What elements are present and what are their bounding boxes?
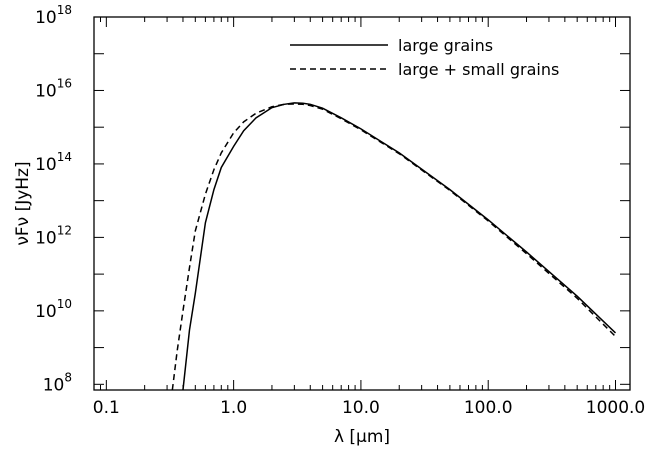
series-line-2 — [171, 103, 617, 391]
x-tick-label: 1000.0 — [586, 398, 645, 418]
x-tick-label: 10.0 — [342, 398, 380, 418]
series-line-1 — [182, 102, 617, 391]
y-tick-label: 1014 — [35, 150, 72, 175]
y-tick-label: 1010 — [35, 297, 72, 322]
y-tick-label: 1012 — [35, 223, 72, 248]
y-axis-title: νFν [JyHz] — [13, 161, 33, 245]
x-axis-title: λ [μm] — [334, 427, 390, 447]
legend-label-1: large grains — [398, 36, 493, 55]
x-tick-label: 0.1 — [93, 398, 120, 418]
x-tick-label: 1.0 — [220, 398, 247, 418]
y-tick-label: 1016 — [35, 76, 72, 101]
curves — [171, 102, 617, 391]
tick-labels: 0.1 1.0 10.0 100.0 1000.0 108 1010 1012 1014 1016… — [35, 3, 645, 418]
x-tick-label: 100.0 — [464, 398, 513, 418]
plot-frame — [93, 16, 631, 391]
y-tick-label: 108 — [43, 370, 72, 395]
axis-ticks — [93, 16, 630, 390]
legend-label-2: large + small grains — [398, 60, 559, 79]
legend: large grains large + small grains — [290, 36, 559, 79]
y-tick-label: 1018 — [35, 3, 72, 28]
